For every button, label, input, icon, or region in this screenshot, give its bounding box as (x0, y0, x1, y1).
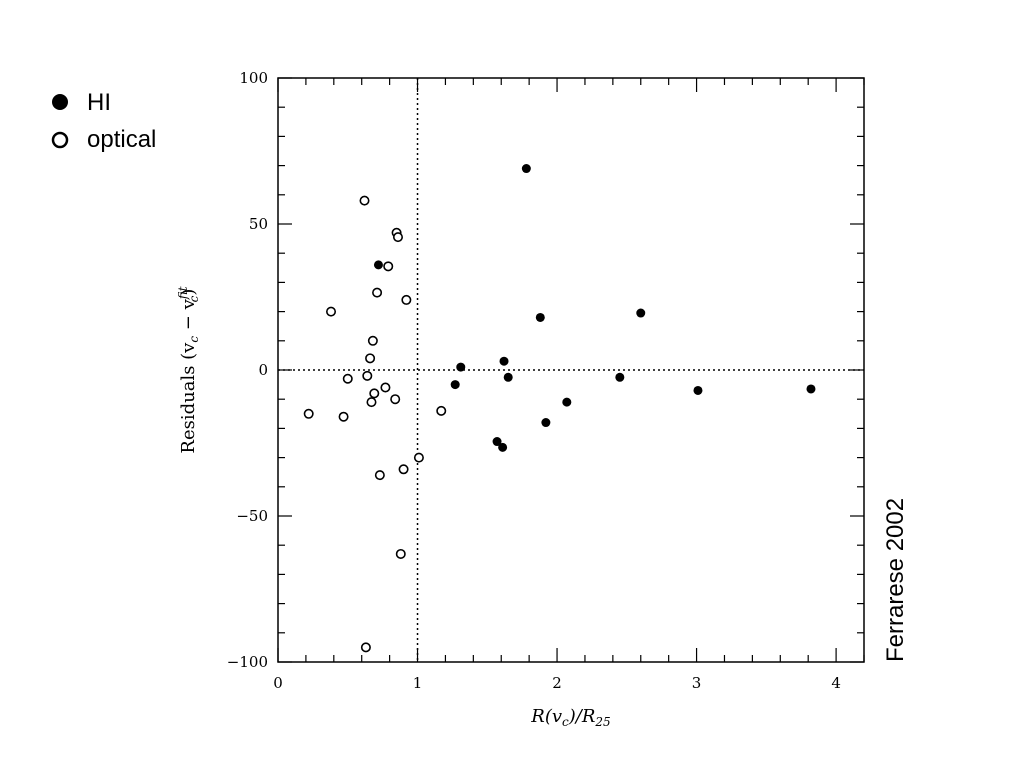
y-axis-title-part: Residuals (v (178, 342, 199, 454)
data-point-optical (383, 261, 394, 272)
data-point-hi (562, 397, 572, 407)
data-point-optical (413, 452, 424, 463)
data-point-hi (521, 164, 531, 174)
data-point-hi (615, 372, 625, 382)
legend-marker-hi (52, 94, 68, 110)
data-point-optical (380, 382, 391, 393)
data-point-optical (338, 411, 349, 422)
y-tick-label: −50 (236, 507, 268, 525)
data-point-hi (499, 356, 509, 366)
y-tick-label: −100 (227, 653, 268, 671)
y-axis-title-part: fit (176, 286, 190, 300)
x-axis-title-part: 25 (594, 715, 610, 729)
data-point-optical (367, 335, 378, 346)
data-point-hi (498, 442, 508, 452)
data-point-optical (303, 408, 314, 419)
x-tick-label: 2 (552, 674, 562, 692)
y-axis-title-part: ) (178, 289, 199, 296)
x-tick-label: 3 (692, 674, 702, 692)
y-tick-label: 100 (239, 69, 268, 87)
data-point-optical (395, 548, 406, 559)
data-point-hi (373, 260, 383, 270)
x-axis-title: R(vc)/R25 (530, 706, 610, 729)
data-point-optical (401, 294, 412, 305)
tick-labels: 0 1 2 3 4 −100 −50 0 50 100 (227, 69, 841, 692)
data-point-optical (342, 373, 353, 384)
data-point-hi (693, 385, 703, 395)
legend-marker-optical (51, 131, 69, 149)
data-points (303, 164, 816, 653)
y-tick-label: 0 (258, 361, 268, 379)
data-point-hi (541, 418, 551, 428)
x-tick-label: 0 (273, 674, 283, 692)
data-point-optical (360, 642, 371, 653)
y-axis-title-part: − v (178, 298, 199, 336)
x-tick-label: 4 (831, 674, 841, 692)
data-point-optical (359, 195, 370, 206)
data-point-optical (362, 370, 373, 381)
y-axis-title: Residuals (vc − vfitc) (176, 286, 201, 453)
data-point-optical (398, 464, 409, 475)
data-point-hi (535, 312, 545, 322)
legend-label-hi: HI (87, 89, 111, 116)
data-point-optical (392, 232, 403, 243)
data-point-hi (503, 372, 513, 382)
y-axis-title-part: c (187, 295, 201, 302)
y-axis-title-part: c (187, 336, 201, 343)
data-point-hi (450, 380, 460, 390)
data-point-hi (456, 362, 466, 372)
x-axis-title-part: R(v (530, 706, 562, 727)
data-point-optical (436, 405, 447, 416)
legend-label-optical: optical (87, 126, 156, 153)
data-point-optical (374, 470, 385, 481)
x-axis-title-part: c (562, 715, 569, 729)
data-point-hi (492, 437, 502, 447)
axis-ticks (277, 77, 865, 663)
data-point-optical (390, 394, 401, 405)
data-point-hi (806, 384, 816, 394)
data-point-optical (326, 306, 337, 317)
x-tick-label: 1 (413, 674, 423, 692)
data-point-optical (369, 388, 380, 399)
reference-lines (278, 78, 864, 662)
y-tick-label: 50 (249, 215, 268, 233)
x-axis-title-part: )/R (568, 706, 596, 727)
data-point-optical (366, 397, 377, 408)
plot-frame (277, 77, 865, 663)
data-point-optical (365, 353, 376, 364)
data-point-hi (636, 308, 646, 318)
credit-annotation: Ferrarese 2002 (882, 498, 909, 662)
legend: HI optical (51, 89, 156, 153)
data-point-optical (372, 287, 383, 298)
